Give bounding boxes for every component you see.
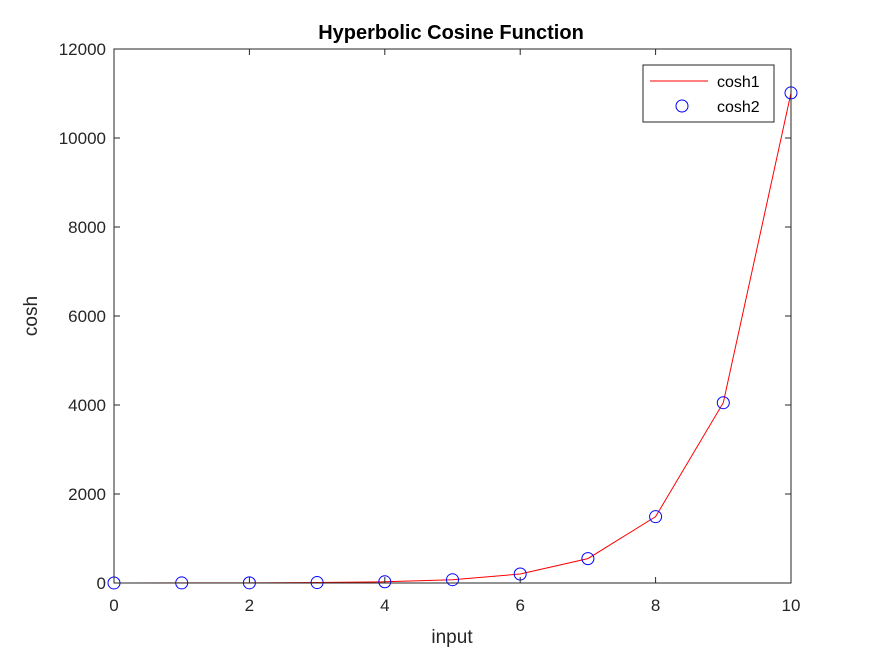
- data-point-cosh2: [378, 575, 392, 589]
- data-point-cosh2: [716, 396, 730, 410]
- x-axis-label: input: [431, 627, 473, 648]
- y-tick-label: 0: [97, 574, 106, 593]
- x-tick-label: 4: [380, 596, 389, 615]
- data-point-cosh2: [446, 573, 459, 587]
- y-tick-label: 12000: [59, 40, 106, 59]
- x-tick-label: 2: [245, 596, 254, 615]
- y-tick-label: 8000: [68, 218, 106, 237]
- x-tick-label: 10: [782, 596, 801, 615]
- plot-background: [114, 49, 791, 583]
- y-tick-label: 4000: [68, 396, 106, 415]
- y-tick-label: 2000: [68, 485, 106, 504]
- y-tick-label: 6000: [68, 307, 106, 326]
- legend-box: [642, 64, 775, 123]
- data-point-cosh2: [649, 510, 663, 524]
- x-tick-label: 0: [109, 596, 118, 615]
- y-tick-label: 10000: [59, 129, 106, 148]
- x-tick-label: 6: [515, 596, 524, 615]
- x-tick-label: 8: [651, 596, 660, 615]
- legend-marker-sample: [675, 99, 689, 113]
- chart-title: Hyperbolic Cosine Function: [318, 22, 584, 44]
- legend-label-cosh2: cosh2: [717, 99, 760, 116]
- legend: cosh1 cosh2: [642, 64, 775, 123]
- y-axis-label: cosh: [21, 296, 42, 336]
- legend-label-cosh1: cosh1: [717, 74, 760, 91]
- data-point-cosh2: [581, 552, 595, 566]
- axes-layer: 0 2 4 6 8 10 0 2000 4000 6000 8000 10000 12000: [59, 40, 801, 615]
